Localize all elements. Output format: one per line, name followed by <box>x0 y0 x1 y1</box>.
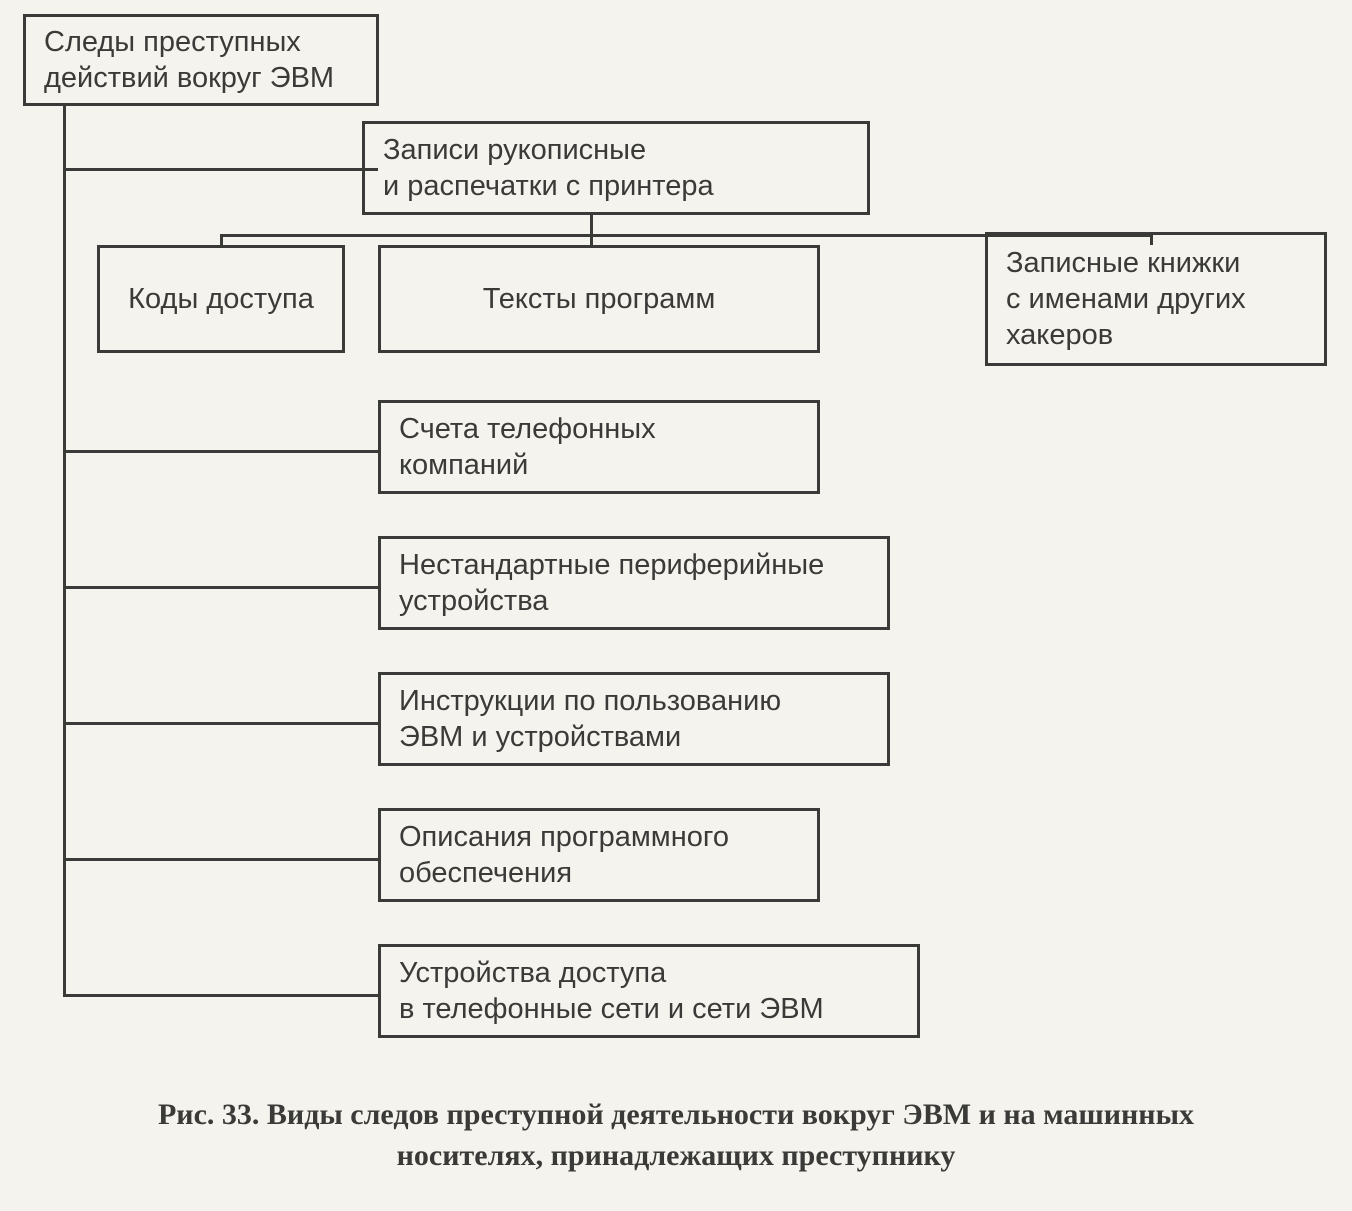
node-b1b: Тексты программ <box>378 245 820 353</box>
connector-line <box>1150 234 1153 245</box>
node-b2: Счета телефонных компаний <box>378 400 820 494</box>
node-b5: Описания программного обеспечения <box>378 808 820 902</box>
node-b1c: Записные книжки с именами других хакеров <box>985 232 1327 366</box>
node-b1-label: Записи рукописные и распечатки с принтер… <box>383 132 849 205</box>
node-b4: Инструкции по пользованию ЭВМ и устройст… <box>378 672 890 766</box>
connector-line <box>63 450 378 453</box>
node-b3: Нестандартные периферийные устройства <box>378 536 890 630</box>
figure-caption: Рис. 33. Виды следов преступной деятельн… <box>120 1095 1232 1176</box>
node-b1c-label: Записные книжки с именами других хакеров <box>1006 245 1306 354</box>
node-b2-label: Счета телефонных компаний <box>399 411 799 484</box>
node-root-label: Следы преступных действий вокруг ЭВМ <box>44 24 358 97</box>
node-b4-label: Инструкции по пользованию ЭВМ и устройст… <box>399 683 869 756</box>
figure-caption-text: Рис. 33. Виды следов преступной деятельн… <box>158 1098 1194 1172</box>
node-root: Следы преступных действий вокруг ЭВМ <box>23 14 379 106</box>
connector-line <box>220 234 223 245</box>
connector-line <box>590 234 593 245</box>
node-b1: Записи рукописные и распечатки с принтер… <box>362 121 870 215</box>
node-b1b-label: Тексты программ <box>483 281 716 317</box>
node-b1a: Коды доступа <box>97 245 345 353</box>
node-b6: Устройства доступа в телефонные сети и с… <box>378 944 920 1038</box>
node-b1a-label: Коды доступа <box>128 281 314 317</box>
connector-line <box>63 586 378 589</box>
node-b5-label: Описания программного обеспечения <box>399 819 799 892</box>
node-b6-label: Устройства доступа в телефонные сети и с… <box>399 955 899 1028</box>
connector-line <box>63 168 378 171</box>
connector-line <box>63 994 378 997</box>
node-b3-label: Нестандартные периферийные устройства <box>399 547 869 620</box>
connector-line <box>63 722 378 725</box>
connector-line <box>220 234 1153 237</box>
connector-line <box>63 106 66 997</box>
connector-line <box>63 858 378 861</box>
connector-line <box>590 215 593 234</box>
